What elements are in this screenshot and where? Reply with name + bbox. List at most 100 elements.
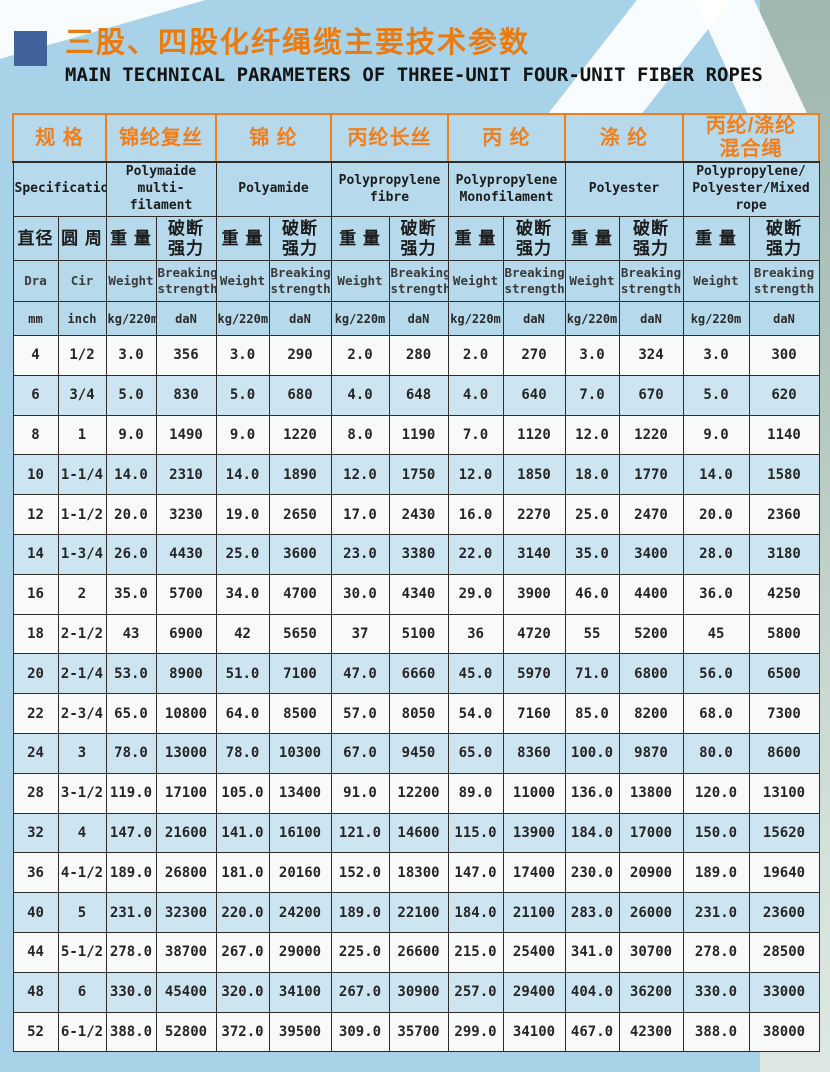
data-cell: 4 (57, 812, 107, 854)
data-cell: 830 (155, 374, 217, 416)
data-cell: 12.0 (330, 454, 390, 496)
group-header-row-en: SpecificationPolymaide multi- filamentPo… (12, 161, 820, 217)
page-title-en: MAIN TECHNICAL PARAMETERS OF THREE-UNIT … (65, 63, 763, 86)
table-row: 12 1-1/2 20.0 3230 19.0 2650 17.0 2430 16.0 2270 2… (12, 494, 820, 535)
data-cell: 40 (12, 892, 59, 933)
table-row: 36 4-1/2 189.0 26800 181.0 20160 152.0 18300 147… (12, 852, 820, 894)
data-cell: 64.0 (215, 693, 270, 734)
data-cell: 4-1/2 (57, 852, 107, 894)
group-header-en: Polymaide multi- filament (105, 161, 217, 217)
data-cell: 65.0 (447, 732, 504, 774)
data-cell: 22100 (388, 892, 449, 933)
data-cell: 4.0 (447, 374, 504, 416)
data-cell: 18 (12, 613, 59, 655)
data-cell: 3.0 (105, 335, 157, 376)
data-cell: 147.0 (105, 812, 157, 854)
col-header-weight-zh: 重 量 (682, 216, 750, 261)
data-cell: 189.0 (330, 892, 390, 933)
data-cell: 147.0 (447, 852, 504, 894)
data-cell: 1220 (268, 414, 332, 456)
data-cell: 324 (618, 335, 684, 376)
data-cell: 7300 (748, 693, 820, 734)
unit-breaking: daN (268, 301, 332, 336)
data-cell: 36.0 (682, 573, 750, 615)
unit-breaking: daN (155, 301, 217, 336)
data-cell: 7.0 (564, 374, 620, 416)
data-cell: 309.0 (330, 1011, 390, 1053)
group-header-zh: 规 格 (12, 113, 107, 163)
data-cell: 6900 (155, 613, 217, 655)
data-cell: 34100 (268, 971, 332, 1013)
data-cell: 640 (502, 374, 566, 416)
data-cell: 5.0 (105, 374, 157, 416)
table-row: 18 2-1/2 43 6900 42 5650 37 5100 36 4720 55 5200 45 5… (12, 613, 820, 655)
unit-breaking: daN (502, 301, 566, 336)
data-cell: 26800 (155, 852, 217, 894)
data-cell: 2310 (155, 454, 217, 496)
data-cell: 22.0 (447, 533, 504, 575)
col-header-breaking-zh: 破断 强力 (268, 216, 332, 261)
data-cell: 152.0 (330, 852, 390, 894)
unit-weight: kg/220m (682, 301, 750, 336)
data-cell: 184.0 (564, 812, 620, 854)
table-row: 24 3 78.0 13000 78.0 10300 67.0 9450 65.0 8360 100… (12, 732, 820, 774)
data-cell: 44 (12, 931, 59, 973)
table-row: 28 3-1/2 119.0 17100 105.0 13400 91.0 12200 89.0… (12, 772, 820, 814)
data-cell: 2-3/4 (57, 693, 107, 734)
group-header-zh: 丙纶/涤纶 混合绳 (682, 113, 820, 163)
group-header-en: Specification (12, 161, 107, 217)
data-cell: 11000 (502, 772, 566, 814)
data-cell: 670 (618, 374, 684, 416)
data-cell: 20160 (268, 852, 332, 894)
data-cell: 19640 (748, 852, 820, 894)
data-cell: 13100 (748, 772, 820, 814)
data-cell: 4430 (155, 533, 217, 575)
data-cell: 3600 (268, 533, 332, 575)
data-cell: 46.0 (564, 573, 620, 615)
data-cell: 25.0 (564, 494, 620, 535)
data-cell: 17400 (502, 852, 566, 894)
data-cell: 45.0 (447, 653, 504, 695)
data-cell: 2270 (502, 494, 566, 535)
data-cell: 10800 (155, 693, 217, 734)
data-cell: 1 (57, 414, 107, 456)
data-cell: 16100 (268, 812, 332, 854)
data-cell: 388.0 (682, 1011, 750, 1053)
unit-weight: kg/220m (447, 301, 504, 336)
group-header-en: Polyamide (215, 161, 332, 217)
data-cell: 1490 (155, 414, 217, 456)
data-cell: 52 (12, 1011, 59, 1053)
data-cell: 42300 (618, 1011, 684, 1053)
data-cell: 3/4 (57, 374, 107, 416)
col-header-weight-zh: 重 量 (447, 216, 504, 261)
unit-weight: kg/220m (105, 301, 157, 336)
data-cell: 28500 (748, 931, 820, 973)
data-cell: 14.0 (215, 454, 270, 496)
table-row: 16 2 35.0 5700 34.0 4700 30.0 4340 29.0 3900 46.0 4… (12, 573, 820, 615)
data-cell: 18300 (388, 852, 449, 894)
data-cell: 30700 (618, 931, 684, 973)
data-cell: 1-3/4 (57, 533, 107, 575)
data-cell: 356 (155, 335, 217, 376)
data-cell: 230.0 (564, 852, 620, 894)
page-title-zh: 三股、四股化纤绳缆主要技术参数 (65, 27, 531, 59)
data-cell: 5100 (388, 613, 449, 655)
data-cell: 680 (268, 374, 332, 416)
data-cell: 78.0 (215, 732, 270, 774)
data-cell: 17.0 (330, 494, 390, 535)
col-header-breaking-en: Breaking strength (268, 260, 332, 302)
data-cell: 54.0 (447, 693, 504, 734)
unit-weight: kg/220m (215, 301, 270, 336)
data-cell: 330.0 (682, 971, 750, 1013)
data-cell: 1190 (388, 414, 449, 456)
data-cell: 14 (12, 533, 59, 575)
data-cell: 2-1/4 (57, 653, 107, 695)
data-cell: 3 (57, 732, 107, 774)
data-cell: 24200 (268, 892, 332, 933)
group-header-en: Polyester (564, 161, 684, 217)
data-cell: 4400 (618, 573, 684, 615)
group-header-zh: 锦纶复丝 (105, 113, 217, 163)
data-cell: 53.0 (105, 653, 157, 695)
data-cell: 28 (12, 772, 59, 814)
